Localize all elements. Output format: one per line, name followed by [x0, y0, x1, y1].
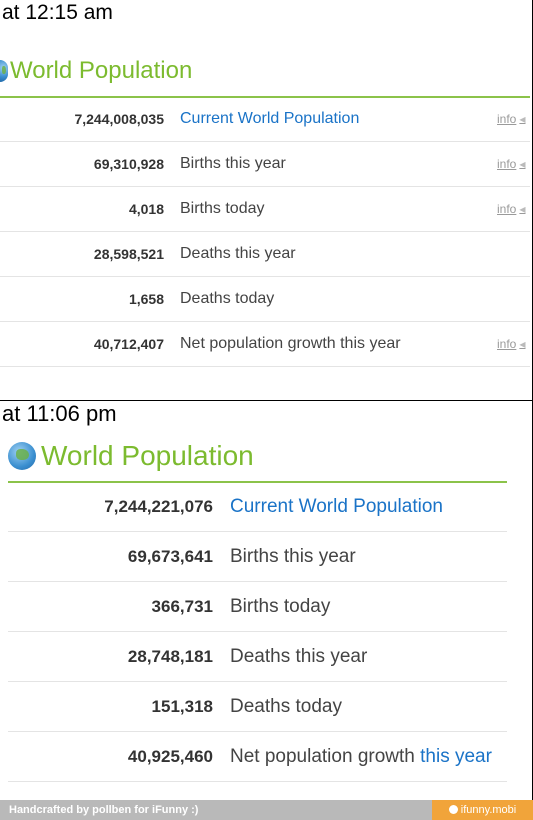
- credit-text: Handcrafted by pollben for iFunny :): [9, 804, 199, 816]
- stat-value: 366,731: [151, 596, 213, 616]
- info-arrow-icon: ◀: [519, 204, 526, 214]
- stat-row: 40,925,460 Net population growth this ye…: [8, 732, 507, 782]
- stats-table: 7,244,008,035 Current World Population i…: [0, 97, 530, 367]
- header-divider: [8, 481, 507, 483]
- stats-table: 7,244,221,076 Current World Population 6…: [8, 482, 507, 782]
- info-link[interactable]: info ◀: [497, 97, 526, 141]
- info-link[interactable]: info ◀: [497, 322, 526, 366]
- stat-value: 28,598,521: [93, 246, 164, 262]
- stat-label: Deaths today: [180, 290, 275, 307]
- info-link[interactable]: info ◀: [497, 142, 526, 186]
- stat-label: Births today: [180, 200, 265, 217]
- stat-label: Deaths this year: [180, 245, 296, 262]
- stat-row: 28,748,181 Deaths this year: [8, 632, 507, 682]
- info-arrow-icon: ◀: [519, 159, 526, 169]
- stat-value: 1,658: [128, 291, 164, 307]
- site-text: ifunny.mobi: [460, 804, 517, 816]
- this-year-link[interactable]: this year: [420, 745, 492, 767]
- timestamp-caption: at 12:15 am: [2, 1, 113, 24]
- info-label[interactable]: info: [497, 337, 517, 351]
- stat-value: 40,712,407: [93, 336, 164, 352]
- stat-value: 69,310,928: [93, 156, 164, 172]
- stat-row: 366,731 Births today: [8, 582, 507, 632]
- stat-label-link[interactable]: Current World Population: [180, 97, 359, 141]
- stat-label: Deaths today: [230, 695, 342, 717]
- stat-value: 7,244,008,035: [74, 111, 164, 127]
- stat-value: 151,318: [151, 696, 213, 716]
- info-label[interactable]: info: [497, 157, 517, 171]
- info-label[interactable]: info: [497, 202, 517, 216]
- screenshot-panel-early: at 12:15 am World Population 7,244,008,0…: [0, 0, 533, 400]
- stat-row: 1,658 Deaths today: [0, 277, 530, 322]
- stat-label: Net population growth this year: [230, 732, 492, 781]
- stat-row: 69,310,928 Births this year info ◀: [0, 142, 530, 187]
- stat-row: 7,244,008,035 Current World Population i…: [0, 97, 530, 142]
- stat-label: Births this year: [230, 545, 356, 567]
- site-badge: ifunny.mobi: [432, 800, 533, 820]
- globe-icon: [0, 60, 8, 82]
- stat-row: 7,244,221,076 Current World Population: [8, 482, 507, 532]
- stat-label: Net population growth this year: [180, 335, 401, 352]
- stat-value: 7,244,221,076: [104, 496, 213, 516]
- stat-row: 40,712,407 Net population growth this ye…: [0, 322, 530, 367]
- stat-row: 28,598,521 Deaths this year: [0, 232, 530, 277]
- stat-label[interactable]: Current World Population: [180, 110, 360, 127]
- stat-value: 4,018: [128, 201, 164, 217]
- section-title: World Population: [41, 440, 254, 471]
- stat-label: Births this year: [180, 155, 286, 172]
- screenshot-panel-late: at 11:06 pm World Population 7,244,221,0…: [0, 400, 533, 800]
- section-header: World Population: [0, 57, 192, 85]
- smiley-icon: [448, 805, 458, 814]
- timestamp-caption: at 11:06 pm: [2, 401, 117, 426]
- stat-value: 40,925,460: [127, 746, 213, 766]
- stat-value: 28,748,181: [127, 646, 213, 666]
- stat-row: 69,673,641 Births this year: [8, 532, 507, 582]
- stat-value: 69,673,641: [127, 546, 213, 566]
- header-divider: [0, 96, 530, 98]
- stat-label-text: Net population growth: [230, 745, 415, 767]
- watermark-bar: Handcrafted by pollben for iFunny :) ifu…: [0, 800, 533, 820]
- section-header: World Population: [8, 440, 254, 472]
- info-arrow-icon: ◀: [519, 114, 526, 124]
- info-label[interactable]: info: [497, 112, 517, 126]
- info-link[interactable]: info ◀: [497, 187, 526, 231]
- stat-row: 4,018 Births today info ◀: [0, 187, 530, 232]
- info-arrow-icon: ◀: [519, 339, 526, 349]
- stat-label: Deaths this year: [230, 645, 368, 667]
- globe-icon: [8, 442, 36, 470]
- section-title: World Population: [10, 57, 193, 84]
- stat-label-link[interactable]: Current World Population: [230, 482, 443, 531]
- stat-label[interactable]: Current World Population: [230, 495, 443, 517]
- stat-row: 151,318 Deaths today: [8, 682, 507, 732]
- stat-label: Births today: [230, 595, 331, 617]
